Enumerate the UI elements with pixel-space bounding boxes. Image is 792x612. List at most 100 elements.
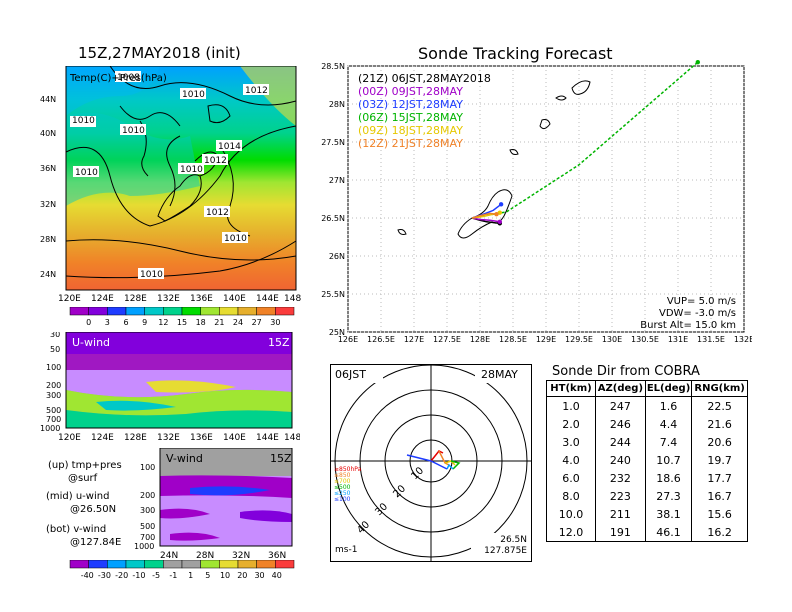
isobar-label: 1012 <box>206 208 229 218</box>
colorbar-label: 20 <box>237 571 247 580</box>
table-cell: 3.0 <box>546 433 596 451</box>
tracking-axes: 126E 126.5E 127E 127.5E 128E 128.5E 129E 129.5E… <box>321 62 752 344</box>
y-tick-label: 26N <box>329 252 345 261</box>
uwind-y-tick: 100 <box>46 363 61 372</box>
legend-entry: (21Z) 06JST,28MAY2018 <box>358 72 491 85</box>
uwind-y-tick: 30 <box>50 332 60 339</box>
colorbar-swatch <box>275 560 295 569</box>
table-cell: 15.6 <box>691 505 748 523</box>
header-ht: HT(km) <box>546 380 596 397</box>
map-field-label: Temp(C)+Pres(hPa) <box>69 73 167 84</box>
isobar-label: 1008 <box>117 73 140 83</box>
table-cell: 20.6 <box>691 433 748 451</box>
uwind-y-tick: 50 <box>50 345 60 354</box>
note-text: @127.84E <box>70 537 122 548</box>
table-row: 1.0 247 1.6 22.5 <box>546 396 748 415</box>
polar-lon: 127.875E <box>484 546 527 556</box>
colorbar-swatch <box>200 307 220 316</box>
colorbar-swatch <box>275 307 295 316</box>
isobar-label: 1010 <box>180 165 203 175</box>
level-entry: ≤700 <box>334 478 351 485</box>
uwind-x-tick: 144E <box>256 433 279 443</box>
y-tick-label: 27.5N <box>321 138 345 147</box>
polar-plot: 10 20 30 40 ≥850hPa ≤850 ≤700 ≤500 ≤250 … <box>331 365 531 561</box>
map-x-tick: 144E <box>256 294 279 304</box>
map-x-tick: 128E <box>124 294 147 304</box>
isobar-label: 1010 <box>182 90 205 100</box>
colorbar-swatch <box>69 560 89 569</box>
vwind-y-tick: 500 <box>140 522 155 531</box>
colorbar-label: 18 <box>196 318 206 327</box>
polar-time: 06JST <box>335 368 366 381</box>
level-entry: ≤500 <box>334 484 351 491</box>
note-text: (bot) v-wind <box>46 524 107 535</box>
header-el: EL(deg) <box>644 380 693 397</box>
y-tick-label: 27N <box>329 176 345 185</box>
polar-panel: 10 20 30 40 ≥850hPa ≤850 ≤700 ≤500 ≤250 … <box>330 364 532 562</box>
map-x-tick: 120E <box>58 294 81 304</box>
table-cell: 8.0 <box>546 487 596 505</box>
colorbar-label: -30 <box>98 571 111 580</box>
vwind-x-tick: 24N <box>160 551 178 560</box>
table-cell: 6.0 <box>546 469 596 487</box>
colorbar-swatch <box>144 307 164 316</box>
table-cell: 19.7 <box>691 451 748 469</box>
note-surf: (up) tmp+pres @surf <box>48 459 122 485</box>
table-cell: 10.7 <box>644 451 693 469</box>
x-tick-label: 129E <box>536 335 556 344</box>
map-title: 15Z,27MAY2018 (init) <box>78 44 241 62</box>
isobar-label: 1010 <box>75 168 98 178</box>
vwind-label: V-wind <box>166 452 203 465</box>
wind-colorbar: -40 -30 -20 -10 -5 -1 1 5 10 20 30 40 <box>69 560 295 580</box>
colorbar-swatch <box>144 560 164 569</box>
table-cell: 240 <box>594 451 646 469</box>
uwind-y-tick: 500 <box>46 406 61 415</box>
vwind-y-tick: 200 <box>140 491 155 500</box>
colorbar-swatch <box>256 560 276 569</box>
ring-labels: 10 20 30 40 <box>355 465 426 536</box>
colorbar-swatch <box>181 560 201 569</box>
uwind-y-tick: 200 <box>46 381 61 390</box>
vwind-section: V-wind 15Z 100 200 300 500 700 1000 24N … <box>134 448 293 560</box>
colorbar-swatch <box>200 560 220 569</box>
x-tick-label: 130E <box>602 335 622 344</box>
x-tick-label: 127E <box>404 335 424 344</box>
sonde-table-title: Sonde Dir from COBRA <box>552 364 700 379</box>
colorbar-swatch <box>256 307 276 316</box>
ring-label: 30 <box>373 501 390 518</box>
x-tick-label: 131E <box>668 335 688 344</box>
x-tick-label: 128E <box>470 335 490 344</box>
map-x-tick: 132E <box>157 294 180 304</box>
param-vup: VUP= 5.0 m/s <box>667 296 736 307</box>
header-rng: RNG(km) <box>691 380 748 397</box>
colorbar-swatch <box>237 307 257 316</box>
table-row: 10.0 211 38.1 15.6 <box>546 505 748 523</box>
x-tick-label: 130.5E <box>631 335 659 344</box>
level-entry: ≤250 <box>334 490 351 497</box>
colorbar-label: 10 <box>220 571 230 580</box>
trajectory-endpoint <box>497 210 502 215</box>
ring-label: 20 <box>391 483 408 500</box>
uwind-y-tick: 300 <box>46 391 61 400</box>
isobar-label: 1014 <box>218 142 241 152</box>
table-cell: 21.6 <box>691 415 748 433</box>
note-text: @surf <box>68 473 98 484</box>
legend-entry: (09Z) 18JST,28MAY <box>358 124 463 137</box>
trajectory-line <box>471 212 497 219</box>
param-burst: Burst Alt= 15.0 km <box>640 320 736 331</box>
isobar-label: 1010 <box>140 270 163 280</box>
colorbar-label: -1 <box>169 571 177 580</box>
map-y-tick: 28N <box>40 235 56 244</box>
isobar-label: 1012 <box>245 86 268 96</box>
x-tick-label: 132E <box>734 335 752 344</box>
colorbar-swatch <box>107 307 127 316</box>
table-row: 12.0 191 46.1 16.2 <box>546 523 748 542</box>
temp-map: 44N 40N 36N 32N 28N 24N 120E 124E 128E 1… <box>40 66 302 304</box>
colorbar-swatch <box>125 560 145 569</box>
map-y-tick: 24N <box>40 270 56 279</box>
trajectory-endpoint <box>494 212 499 217</box>
map-x-tick: 148E <box>284 294 302 304</box>
table-row: 2.0 246 4.4 21.6 <box>546 415 748 433</box>
note-text: @26.50N <box>70 504 117 515</box>
colorbar-swatch <box>219 307 239 316</box>
